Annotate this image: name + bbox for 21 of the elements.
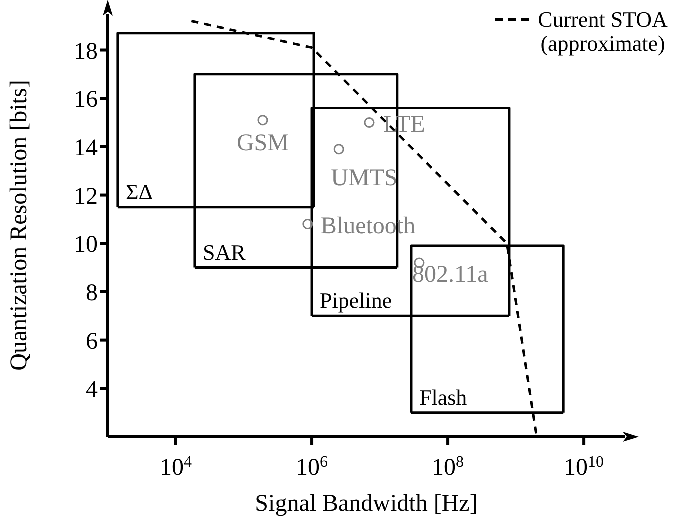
x-tick-label: 10$^{10}$ (564, 454, 604, 481)
series-label: ΣΔ (126, 179, 153, 204)
x-tick-label: 10$^{4}$ (160, 454, 192, 481)
y-tick-label: 12 (74, 184, 98, 210)
x-axis-title: Signal Bandwidth [Hz] (255, 491, 478, 517)
series-label: GSM (236, 130, 289, 156)
y-tick-label: 6 (86, 328, 98, 355)
y-tick-label: 4 (86, 377, 98, 404)
y-tick-label: 8 (86, 280, 98, 306)
legend-label: Current STOA (approximate) (537, 7, 669, 56)
y-tick-label: 16 (74, 87, 98, 114)
y-axis-title: Quantization Resolution [bits] (6, 80, 33, 371)
y-tick-label: 18 (74, 38, 98, 65)
series-label: SAR (202, 240, 246, 265)
series-label: Pipeline (320, 288, 392, 314)
y-tick-label: 10 (74, 232, 98, 258)
x-tick-label: 10$^{6}$ (296, 454, 328, 481)
series-label: 802.11a (412, 262, 489, 288)
y-tick-label: 14 (74, 135, 98, 162)
x-tick-label: 10$^{8}$ (432, 454, 464, 481)
series-label: Flash (419, 384, 468, 410)
